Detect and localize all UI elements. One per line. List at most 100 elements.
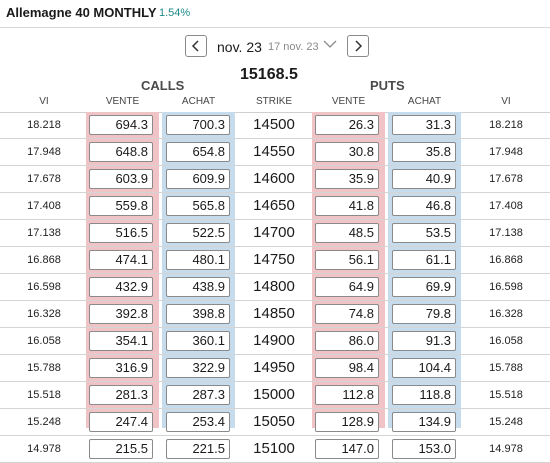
instrument-title: Allemagne 40 MONTHLY <box>6 5 157 20</box>
put-sell-price[interactable]: 26.3 <box>315 115 379 135</box>
put-sell-price[interactable]: 112.8 <box>315 385 379 405</box>
iv-put: 16.058 <box>489 335 523 347</box>
call-sell-price[interactable]: 603.9 <box>89 169 153 189</box>
strike-price: 15000 <box>253 386 295 403</box>
expiry-date[interactable]: 17 nov. 23 <box>268 41 319 53</box>
put-sell-price[interactable]: 147.0 <box>315 439 379 459</box>
put-sell-price[interactable]: 98.4 <box>315 358 379 378</box>
call-sell-price[interactable]: 432.9 <box>89 277 153 297</box>
put-sell-price[interactable]: 41.8 <box>315 196 379 216</box>
put-buy-price[interactable]: 118.8 <box>392 385 456 405</box>
iv-put: 17.678 <box>489 173 523 185</box>
put-sell-price[interactable]: 56.1 <box>315 250 379 270</box>
put-buy-price[interactable]: 153.0 <box>392 439 456 459</box>
put-sell-price[interactable]: 64.9 <box>315 277 379 297</box>
call-sell-price[interactable]: 648.8 <box>89 142 153 162</box>
call-sell-price[interactable]: 559.8 <box>89 196 153 216</box>
option-row: 16.058 354.1 360.1 14900 86.0 91.3 16.058 <box>0 328 550 355</box>
call-buy-price[interactable]: 609.9 <box>166 169 230 189</box>
iv-call: 17.948 <box>27 146 61 158</box>
call-sell-price[interactable]: 474.1 <box>89 250 153 270</box>
call-buy-price[interactable]: 565.8 <box>166 196 230 216</box>
put-sell-price[interactable]: 30.8 <box>315 142 379 162</box>
underlying-price: 15168.5 <box>240 66 298 83</box>
call-buy-price[interactable]: 360.1 <box>166 331 230 351</box>
call-buy-price[interactable]: 253.4 <box>166 412 230 432</box>
put-buy-price[interactable]: 69.9 <box>392 277 456 297</box>
put-buy-price[interactable]: 53.5 <box>392 223 456 243</box>
strike-price: 14650 <box>253 197 295 214</box>
call-buy-price[interactable]: 654.8 <box>166 142 230 162</box>
strike-price: 14700 <box>253 224 295 241</box>
price-change: 1.54% <box>159 7 191 19</box>
iv-call: 15.518 <box>27 389 61 401</box>
iv-call: 16.598 <box>27 281 61 293</box>
iv-put: 15.518 <box>489 389 523 401</box>
call-sell-price[interactable]: 247.4 <box>89 412 153 432</box>
col-call-buy: ACHAT <box>181 96 216 107</box>
put-sell-price[interactable]: 74.8 <box>315 304 379 324</box>
option-row: 17.408 559.8 565.8 14650 41.8 46.8 17.408 <box>0 193 550 220</box>
put-sell-price[interactable]: 86.0 <box>315 331 379 351</box>
call-sell-price[interactable]: 694.3 <box>89 115 153 135</box>
call-buy-price[interactable]: 221.5 <box>166 439 230 459</box>
iv-call: 14.978 <box>27 443 61 455</box>
option-row: 17.138 516.5 522.5 14700 48.5 53.5 17.138 <box>0 220 550 247</box>
iv-put: 18.218 <box>489 119 523 131</box>
iv-put: 15.788 <box>489 362 523 374</box>
put-buy-price[interactable]: 61.1 <box>392 250 456 270</box>
put-buy-price[interactable]: 104.4 <box>392 358 456 378</box>
iv-put: 17.408 <box>489 200 523 212</box>
put-buy-price[interactable]: 35.8 <box>392 142 456 162</box>
call-sell-price[interactable]: 516.5 <box>89 223 153 243</box>
next-expiry-button[interactable] <box>347 35 369 57</box>
put-buy-price[interactable]: 31.3 <box>392 115 456 135</box>
iv-call: 17.138 <box>27 227 61 239</box>
put-sell-price[interactable]: 48.5 <box>315 223 379 243</box>
prev-expiry-button[interactable] <box>185 35 207 57</box>
put-sell-price[interactable]: 35.9 <box>315 169 379 189</box>
put-buy-price[interactable]: 134.9 <box>392 412 456 432</box>
strike-price: 14750 <box>253 251 295 268</box>
option-row: 15.248 247.4 253.4 15050 128.9 134.9 15.248 <box>0 409 550 436</box>
call-sell-price[interactable]: 316.9 <box>89 358 153 378</box>
option-row: 14.978 215.5 221.5 15100 147.0 153.0 14.978 <box>0 436 550 463</box>
col-vi-right: VI <box>501 96 511 107</box>
puts-heading: PUTS <box>370 78 405 93</box>
call-buy-price[interactable]: 398.8 <box>166 304 230 324</box>
call-buy-price[interactable]: 438.9 <box>166 277 230 297</box>
strike-price: 14900 <box>253 332 295 349</box>
call-sell-price[interactable]: 215.5 <box>89 439 153 459</box>
call-buy-price[interactable]: 287.3 <box>166 385 230 405</box>
call-sell-price[interactable]: 354.1 <box>89 331 153 351</box>
put-sell-price[interactable]: 128.9 <box>315 412 379 432</box>
put-buy-price[interactable]: 40.9 <box>392 169 456 189</box>
iv-put: 17.138 <box>489 227 523 239</box>
expiry-dropdown[interactable] <box>323 38 337 52</box>
strike-price: 15050 <box>253 413 295 430</box>
call-buy-price[interactable]: 480.1 <box>166 250 230 270</box>
expiry-month[interactable]: nov. 23 <box>217 39 262 55</box>
iv-put: 16.598 <box>489 281 523 293</box>
iv-call: 15.248 <box>27 416 61 428</box>
option-row: 17.678 603.9 609.9 14600 35.9 40.9 17.678 <box>0 166 550 193</box>
col-strike: STRIKE <box>255 96 293 107</box>
strike-price: 14600 <box>253 170 295 187</box>
put-buy-price[interactable]: 91.3 <box>392 331 456 351</box>
put-buy-price[interactable]: 79.8 <box>392 304 456 324</box>
call-sell-price[interactable]: 281.3 <box>89 385 153 405</box>
option-row: 15.788 316.9 322.9 14950 98.4 104.4 15.788 <box>0 355 550 382</box>
chevron-down-icon <box>323 40 337 48</box>
iv-call: 16.868 <box>27 254 61 266</box>
iv-call: 17.678 <box>27 173 61 185</box>
call-buy-price[interactable]: 700.3 <box>166 115 230 135</box>
strike-price: 14550 <box>253 143 295 160</box>
iv-call: 16.328 <box>27 308 61 320</box>
option-row: 15.518 281.3 287.3 15000 112.8 118.8 15.518 <box>0 382 550 409</box>
chevron-left-icon <box>191 40 199 52</box>
iv-call: 16.058 <box>27 335 61 347</box>
call-buy-price[interactable]: 522.5 <box>166 223 230 243</box>
put-buy-price[interactable]: 46.8 <box>392 196 456 216</box>
call-buy-price[interactable]: 322.9 <box>166 358 230 378</box>
call-sell-price[interactable]: 392.8 <box>89 304 153 324</box>
